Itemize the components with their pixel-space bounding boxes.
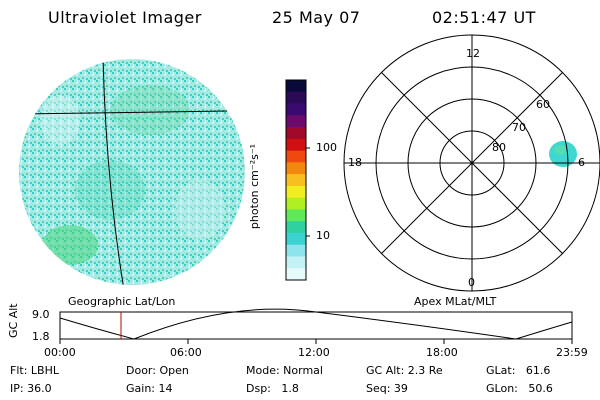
altitude-ytick-1-8: 1.8 <box>32 330 50 343</box>
altitude-xtick-0000: 00:00 <box>44 346 76 359</box>
imager-title: Ultraviolet Imager <box>48 8 202 27</box>
altitude-ylabel: GC Alt <box>7 303 20 338</box>
glat-status: GLat: 61.6 <box>486 364 551 377</box>
geographic-caption: Geographic Lat/Lon <box>68 295 176 308</box>
polar-mlt-0: 0 <box>468 276 475 289</box>
time-label: 02:51:47 UT <box>432 8 536 27</box>
mode-status: Mode: Normal <box>246 364 323 377</box>
date-label: 25 May 07 <box>272 8 361 27</box>
polar-lat-80: 80 <box>492 141 506 154</box>
altitude-curve <box>59 308 573 340</box>
gain-status: Gain: 14 <box>126 382 173 395</box>
colorbar-cell <box>286 232 306 246</box>
colorbar-cell <box>286 103 306 116</box>
polar-grid <box>343 34 600 292</box>
door-status: Door: Open <box>126 364 189 377</box>
colorbar-cell <box>286 268 306 281</box>
colorbar-cell <box>286 174 306 187</box>
colorbar-cell <box>286 185 306 199</box>
altitude-ytick-9: 9.0 <box>32 308 50 321</box>
colorbar-label-10: 10 <box>316 229 330 242</box>
glon-status: GLon: 50.6 <box>486 382 553 395</box>
colorbar-label-100: 100 <box>316 141 337 154</box>
colorbar-cell <box>286 244 306 257</box>
colorbar-cell <box>286 221 306 234</box>
polar-mlt-12: 12 <box>466 47 480 60</box>
seq-status: Seq: 39 <box>366 382 408 395</box>
colorbar-cell <box>286 209 306 222</box>
colorbar <box>285 79 310 281</box>
latitude-line <box>19 110 229 115</box>
colorbar-cell <box>286 80 306 93</box>
colorbar-cell <box>286 197 306 210</box>
ip-status: IP: 36.0 <box>10 382 52 395</box>
gc-alt-status: GC Alt: 2.3 Re <box>366 364 443 377</box>
altitude-xtick-2359: 23:59 <box>556 346 588 359</box>
colorbar-cell <box>286 256 306 269</box>
apex-caption: Apex MLat/MLT <box>414 295 497 308</box>
uv-disk-image <box>19 59 245 285</box>
altitude-xtick-1200: 12:00 <box>298 346 330 359</box>
colorbar-cell <box>286 115 306 128</box>
colorbar-cell <box>286 162 306 175</box>
altitude-plot <box>59 308 573 344</box>
polar-mlt-6: 6 <box>578 156 585 169</box>
colorbar-cell <box>286 91 306 105</box>
filter-status: Flt: LBHL <box>10 364 59 377</box>
polar-mlt-18: 18 <box>348 156 362 169</box>
polar-lat-70: 70 <box>512 121 526 134</box>
altitude-xtick-0600: 06:00 <box>170 346 202 359</box>
longitude-line <box>102 59 125 285</box>
colorbar-cell <box>286 138 306 152</box>
colorbar-unit-label: photon cm⁻²s⁻¹ <box>248 143 262 230</box>
colorbar-cell <box>286 150 306 163</box>
altitude-xtick-1800: 18:00 <box>426 346 458 359</box>
polar-lat-60: 60 <box>536 98 550 111</box>
colorbar-cell <box>286 127 306 140</box>
dsp-status: Dsp: 1.8 <box>246 382 299 395</box>
